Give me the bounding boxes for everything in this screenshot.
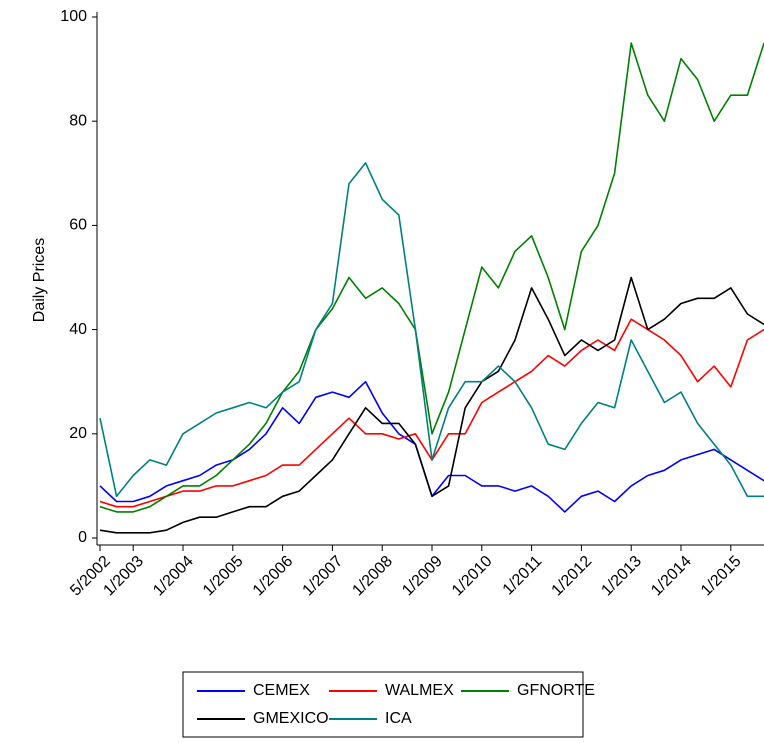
x-tick-label: 1/2013 [598,553,645,600]
y-tick-label: 100 [60,8,87,25]
y-tick-label: 60 [69,217,87,234]
x-tick-label: 1/2007 [300,553,347,600]
legend-label: CEMEX [253,682,310,699]
x-tick-label: 1/2006 [250,553,297,600]
x-tick-label: 1/2009 [399,553,446,600]
legend-label: WALMEX [385,682,454,699]
series-line [99,162,764,498]
legend-label: ICA [385,710,412,727]
series-line [99,318,764,508]
series-line [99,42,764,513]
x-tick-label: 1/2012 [549,553,596,600]
series-line [99,276,764,534]
x-tick-label: 1/2014 [648,553,695,600]
x-tick-label: 1/2008 [349,553,396,600]
y-axis-label: Daily Prices [31,238,48,322]
x-tick-label: 1/2011 [500,553,546,599]
x-tick-label: 1/2004 [150,553,197,600]
legend-label: GFNORTE [517,682,595,699]
y-tick-label: 20 [69,425,87,442]
y-tick-label: 40 [69,321,87,338]
x-tick-label: 1/2015 [698,553,745,600]
x-tick-label: 1/2005 [200,553,247,600]
legend-label: GMEXICO [253,710,329,727]
y-tick-label: 80 [69,112,87,129]
y-tick-label: 0 [78,529,87,546]
x-tick-label: 1/2010 [449,553,496,600]
legend-box [182,671,584,738]
